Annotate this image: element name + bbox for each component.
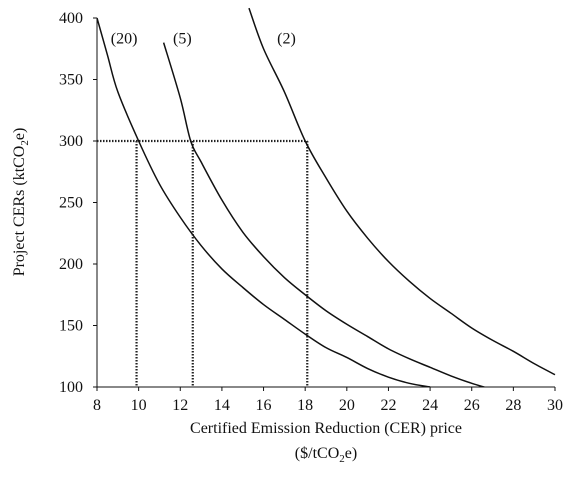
y-axis-title-post: e)	[11, 128, 28, 140]
ticks: 8 10 12 14 16 18 20 22 24 26 28 30 100 150 200 250 300 35…	[59, 10, 563, 414]
curve-labels: (20) (5) (2)	[111, 31, 296, 48]
y-tick-label: 300	[59, 133, 83, 150]
axes	[96, 18, 555, 388]
y-tick-label: 100	[59, 379, 83, 396]
x-tick-label: 12	[172, 397, 188, 414]
curves	[97, 7, 556, 387]
y-axis-title-pre: Project CERs (ktCO	[11, 146, 28, 277]
x-tick-label: 18	[297, 397, 313, 414]
curve-label: (20)	[111, 31, 138, 48]
curve-2	[162, 42, 487, 387]
curve-label: (5)	[173, 31, 192, 48]
x-tick-label: 8	[93, 397, 101, 414]
curve-label: (2)	[277, 31, 296, 48]
x-axis-title-unit-post: e)	[345, 445, 357, 462]
y-axis-title: Project CERs (ktCO2e)	[11, 128, 31, 277]
y-tick-label: 250	[59, 195, 83, 212]
curve-1	[97, 17, 431, 387]
x-tick-label: 16	[256, 397, 272, 414]
y-tick-label: 150	[59, 318, 83, 335]
reference-lines	[97, 139, 309, 387]
x-tick-label: 26	[464, 397, 480, 414]
x-axis-title-unit-sub: 2	[339, 453, 345, 465]
y-tick-label: 200	[59, 256, 83, 273]
x-tick-label: 10	[131, 397, 147, 414]
x-tick-label: 20	[339, 397, 355, 414]
x-tick-label: 24	[422, 397, 438, 414]
x-tick-label: 14	[214, 397, 230, 414]
x-tick-label: 22	[380, 397, 396, 414]
y-tick-label: 350	[59, 72, 83, 89]
curve-3	[248, 7, 556, 376]
x-axis-title-unit-pre: ($/tCO	[295, 445, 339, 462]
x-axis-title-line2: ($/tCO2e)	[295, 445, 357, 465]
y-axis-title-sub: 2	[19, 140, 31, 146]
y-tick-label: 400	[59, 10, 83, 27]
x-tick-label: 28	[505, 397, 521, 414]
x-tick-label: 30	[547, 397, 563, 414]
x-axis-title-line1: Certified Emission Reduction (CER) price	[190, 420, 462, 437]
